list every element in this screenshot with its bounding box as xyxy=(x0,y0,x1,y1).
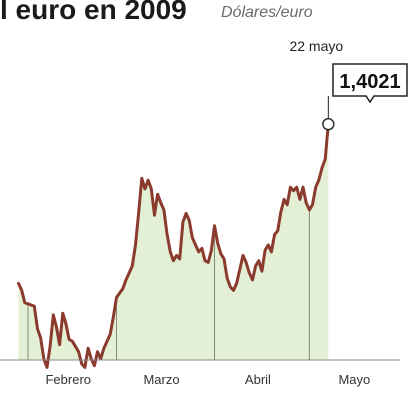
area-fill xyxy=(18,124,329,368)
annotation: 22 mayo 1,4021 xyxy=(289,38,408,131)
unit-label: Dólares/euro xyxy=(221,4,313,21)
last-point-marker xyxy=(322,117,335,131)
annotation-box xyxy=(332,63,408,104)
x-tick-abril: Abril xyxy=(245,372,271,387)
annotation-date: 22 mayo xyxy=(289,38,343,54)
month-separators xyxy=(27,209,310,360)
series-line xyxy=(17,122,330,369)
x-axis: Febrero Marzo Abril Mayo xyxy=(0,359,400,387)
chart-title: l euro en 2009 xyxy=(0,0,187,25)
x-tick-marzo: Marzo xyxy=(143,372,179,387)
area-layer xyxy=(18,124,329,368)
annotation-value: 1,4021 xyxy=(339,71,400,93)
line-layer xyxy=(17,122,330,369)
x-tick-febrero: Febrero xyxy=(45,372,91,387)
x-tick-mayo: Mayo xyxy=(338,372,370,387)
